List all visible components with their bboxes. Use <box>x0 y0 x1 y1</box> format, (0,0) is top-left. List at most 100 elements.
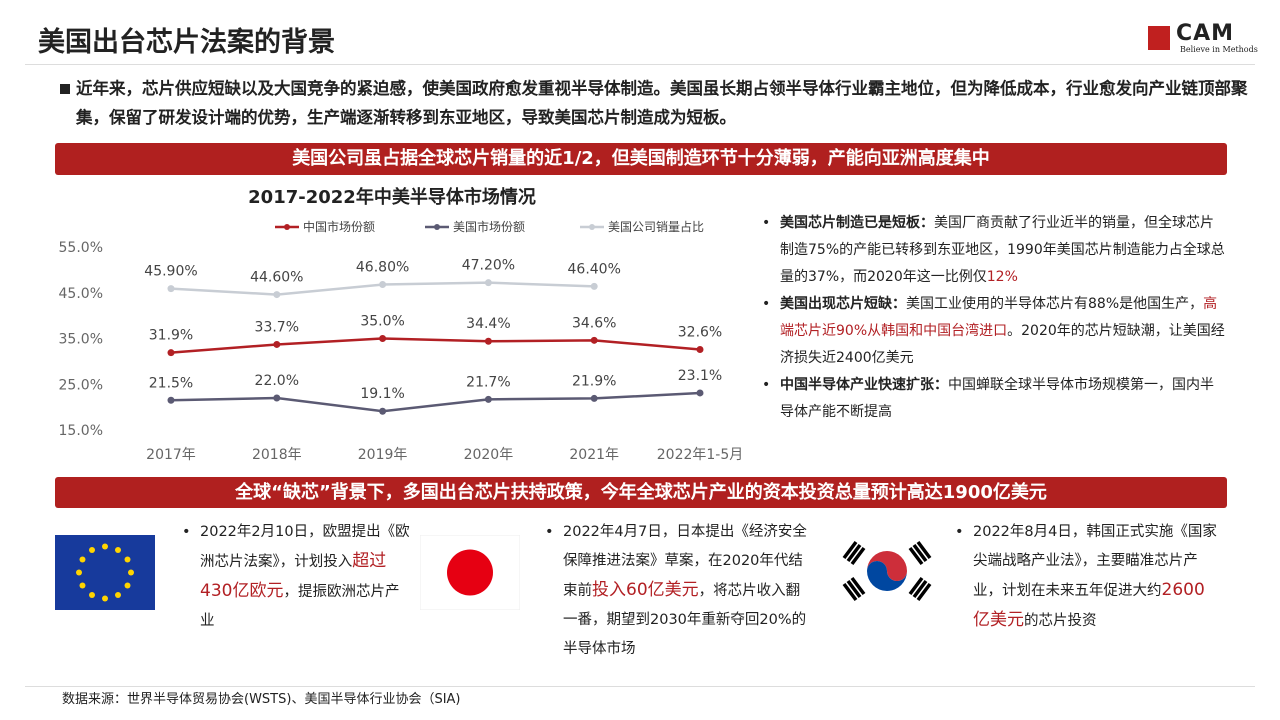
y-tick-label: 45.0% <box>59 286 103 302</box>
data-point <box>590 336 598 344</box>
policy: 2022年4月7日，日本提出《经济安全保障推进法案》草案，在2020年代结束前投… <box>545 518 808 664</box>
logo-mark <box>1148 26 1170 50</box>
legend-label: 美国公司销量占比 <box>608 219 704 234</box>
bullet: 美国芯片制造已是短板：美国厂商贡献了行业近半的销量，但全球芯片制造75%的产能已… <box>762 210 1225 291</box>
line-chart: 2017-2022年中美半导体市场情况 15.0% 25.0% 35.0% 45.0%… <box>59 186 744 463</box>
intro-text: 近年来，芯片供应短缺以及大国竞争的紧迫感，使美国政府愈发重视半导体制造。美国虽长… <box>76 79 1248 127</box>
policy: 2022年2月10日，欧盟提出《欧洲芯片法案》，计划投入超过430亿欧元，提振欧… <box>182 518 410 636</box>
x-tick-label: 2022年1-5月 <box>657 447 744 463</box>
data-point <box>484 337 492 345</box>
y-tick-label: 55.0% <box>59 240 103 256</box>
star <box>102 543 108 550</box>
data-point <box>590 282 598 290</box>
eu-flag <box>55 535 155 610</box>
star <box>124 556 131 563</box>
data-label: 45.90% <box>144 264 197 280</box>
bullet-lead: 中国半导体产业快速扩张： <box>780 377 948 393</box>
data-point <box>379 335 387 342</box>
star <box>115 546 121 553</box>
data-label: 44.60% <box>250 270 303 286</box>
data-point <box>379 281 387 289</box>
star <box>89 592 95 599</box>
data-label: 21.5% <box>149 375 193 391</box>
highlight-text: 投入60亿美元 <box>592 580 699 600</box>
star <box>76 569 82 576</box>
data-label: 33.7% <box>255 319 299 335</box>
data-point <box>696 389 704 397</box>
star <box>79 556 86 563</box>
data-point <box>273 291 281 299</box>
y-tick-label: 15.0% <box>59 423 103 439</box>
bullet: 美国出现芯片短缺：美国工业使用的半导体芯片有88%是他国生产，高端芯片近90%从… <box>762 291 1225 372</box>
text: 美国工业使用的半导体芯片有88%是他国生产， <box>906 296 1204 312</box>
star <box>79 582 86 589</box>
text: 2022年2月10日，欧盟提出《欧洲芯片法案》，计划投入 <box>200 524 410 570</box>
bullet-lead: 美国芯片制造已是短板： <box>780 215 934 231</box>
star <box>128 569 134 576</box>
x-tick-label: 2021年 <box>569 447 619 463</box>
x-tick-label: 2017年 <box>146 447 196 463</box>
data-label: 21.7% <box>466 374 510 390</box>
divider <box>25 686 1255 687</box>
divider <box>25 64 1255 65</box>
x-tick-label: 2018年 <box>252 447 302 463</box>
series-line <box>170 391 701 413</box>
star <box>115 592 121 599</box>
source: 数据来源：世界半导体贸易协会(WSTS)、美国半导体行业协会（SIA) <box>62 692 461 707</box>
data-label: 23.1% <box>678 368 722 384</box>
highlight-text: 2600亿美元 <box>973 580 1205 630</box>
text: 美国厂商贡献了行业近半的销量，但全球芯片制造75%的产能已转移到东亚地区，199… <box>780 215 1225 285</box>
data-label: 19.1% <box>360 386 404 402</box>
data-label: 46.40% <box>568 261 621 277</box>
data-point <box>273 340 281 348</box>
y-tick-label: 25.0% <box>59 377 103 393</box>
data-point <box>484 395 492 403</box>
chart-title: 2017-2022年中美半导体市场情况 <box>248 186 536 208</box>
x-tick-label: 2020年 <box>464 447 514 463</box>
data-point <box>167 349 175 357</box>
policy: 2022年8月4日，韩国正式实施《国家尖端战略产业法》，主要瞄准芯片产业，计划在… <box>955 518 1218 636</box>
star <box>124 582 131 589</box>
data-label: 35.0% <box>360 314 404 330</box>
x-tick-label: 2019年 <box>358 447 408 463</box>
text: 2022年8月4日，韩国正式实施《国家尖端战略产业法》，主要瞄准芯片产业，计划在… <box>973 524 1217 599</box>
data-label: 22.0% <box>255 373 299 389</box>
highlight-text: 超过430亿欧元 <box>200 551 387 601</box>
data-point <box>273 394 281 402</box>
data-label: 34.4% <box>466 316 510 332</box>
legend-marker <box>284 224 290 230</box>
banner: 全球“缺芯”背景下，多国出台芯片扶持政策，今年全球芯片产业的资本投资总量预计高达… <box>55 477 1227 508</box>
legend-marker <box>434 224 440 230</box>
text: ，将芯片收入翻一番，期望到2030年重新夺回20%的半导体市场 <box>563 583 807 657</box>
data-label: 34.6% <box>572 315 616 331</box>
text: ，提振欧洲芯片产业 <box>200 584 400 629</box>
legend-label: 中国市场份额 <box>303 219 375 234</box>
data-label: 46.80% <box>356 260 409 276</box>
series-line <box>170 337 701 354</box>
data-label: 31.9% <box>149 328 193 344</box>
data-point <box>696 345 704 353</box>
text: 2022年4月7日，日本提出《经济安全保障推进法案》草案，在2020年代结束前 <box>563 524 807 599</box>
data-point <box>379 407 387 415</box>
korea-flag <box>832 530 942 612</box>
star <box>89 546 95 553</box>
y-tick-label: 35.0% <box>59 332 103 348</box>
banner: 美国公司虽占据全球芯片销量的近1/2，但美国制造环节十分薄弱，产能向亚洲高度集中 <box>55 143 1227 175</box>
highlight-text: 高端芯片近90%从韩国和中国台湾进口 <box>780 296 1218 339</box>
data-label: 32.6% <box>678 324 722 340</box>
legend-label: 美国市场份额 <box>453 219 525 234</box>
legend-marker <box>589 224 595 230</box>
highlight-text: 12% <box>986 269 1018 285</box>
bullet-lead: 美国出现芯片短缺： <box>780 296 906 312</box>
japan-flag <box>420 535 520 610</box>
data-point <box>484 279 492 287</box>
text: 的芯片投资 <box>1024 613 1097 629</box>
star <box>102 595 108 602</box>
data-point <box>590 394 598 402</box>
logo-tagline: Believe in Methods <box>1180 45 1258 54</box>
slide-title: 美国出台芯片法案的背景 <box>38 27 335 58</box>
bullet: 中国半导体产业快速扩张：中国蝉联全球半导体市场规模第一，国内半导体产能不断提高 <box>762 372 1225 426</box>
data-point <box>167 285 175 293</box>
square-bullet <box>60 84 70 94</box>
